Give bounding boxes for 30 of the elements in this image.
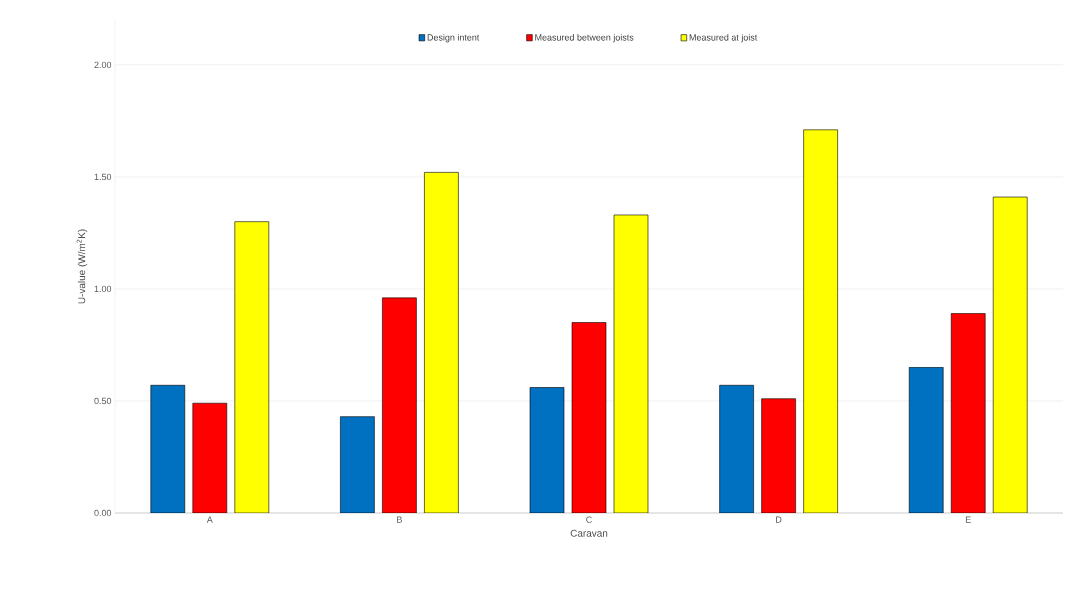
- bar: [529, 387, 565, 513]
- bar: [382, 297, 417, 513]
- x-tick-label: C: [586, 516, 592, 523]
- bar: [424, 172, 459, 513]
- bar: [340, 416, 375, 513]
- bar: [908, 367, 944, 513]
- y-tick-label: 0.00: [94, 509, 112, 517]
- bar: [761, 398, 796, 513]
- bar: [234, 221, 270, 513]
- x-tick-label: A: [206, 516, 213, 523]
- bar: [150, 384, 186, 513]
- bar: [571, 322, 607, 513]
- x-tick-label: E: [965, 516, 971, 523]
- legend-label: Measured between joists: [535, 34, 634, 43]
- bar: [719, 384, 754, 513]
- y-tick-label: 1.00: [94, 285, 112, 293]
- bar: [950, 313, 986, 513]
- legend-label: Design intent: [427, 34, 480, 43]
- bar: [992, 196, 1028, 513]
- bar: [613, 214, 649, 513]
- y-axis-title: U-value (W/m$^{2}$K): [76, 229, 88, 304]
- x-axis-title: Caravan: [570, 529, 608, 537]
- x-tick-label: D: [776, 516, 782, 523]
- bar: [803, 129, 838, 513]
- y-tick-label: 1.50: [94, 173, 112, 181]
- y-tick-label: 2.00: [94, 61, 112, 68]
- x-tick-label: B: [397, 516, 402, 523]
- bar: [192, 402, 228, 513]
- legend-label: Measured at joist: [689, 34, 758, 43]
- y-tick-label: 0.50: [94, 397, 112, 405]
